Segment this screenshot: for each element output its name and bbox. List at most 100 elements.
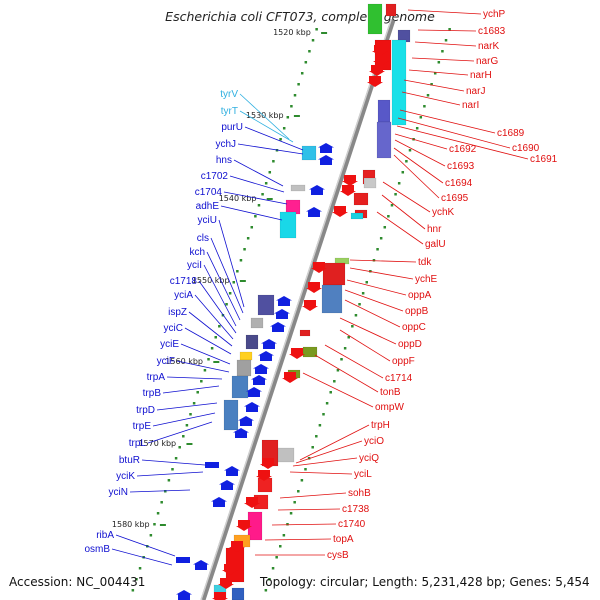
ruler-tick xyxy=(365,281,368,284)
ruler-tick xyxy=(401,171,405,174)
ruler-tick xyxy=(225,303,228,306)
reverse-gene-label: oppB xyxy=(405,306,429,317)
forward-gene-leader xyxy=(237,143,304,155)
ruler-tick xyxy=(272,160,275,163)
forward-gene-leader xyxy=(194,294,234,340)
forward-gene-arrow xyxy=(253,364,269,374)
genome-backbone-highlight xyxy=(200,19,392,600)
ruler-tick xyxy=(444,39,448,42)
forward-gene-label: yciU xyxy=(198,215,217,226)
ruler-tick xyxy=(286,523,289,526)
reverse-gene-label: ychK xyxy=(432,207,455,218)
reverse-gene-label: cysB xyxy=(327,550,349,561)
ruler-tick xyxy=(192,402,196,405)
forward-gene-label: ispZ xyxy=(168,307,187,318)
forward-gene-arrow xyxy=(318,143,334,153)
reverse-gene-block xyxy=(277,447,295,463)
forward-gene-label: ychJ xyxy=(215,139,236,150)
forward-gene-arrow xyxy=(224,466,240,476)
ruler-tick xyxy=(243,248,246,251)
ruler-tick xyxy=(279,545,282,548)
forward-gene-arrow xyxy=(318,155,334,165)
forward-gene-label: btuR xyxy=(119,455,140,466)
reverse-gene-leader xyxy=(407,9,482,15)
forward-gene-leader xyxy=(239,93,290,140)
ruler-tick xyxy=(214,336,217,339)
forward-gene-block xyxy=(245,334,259,350)
ruler-label: 1520 kbp xyxy=(273,28,311,37)
reverse-gene-label: sohB xyxy=(348,488,371,499)
reverse-gene-label: narJ xyxy=(466,86,485,97)
forward-gene-label: trpE xyxy=(133,421,152,432)
forward-gene-arrow xyxy=(309,185,325,195)
reverse-gene-label: narI xyxy=(462,100,479,111)
ruler-tick xyxy=(236,270,239,273)
reverse-gene-leader xyxy=(302,372,374,408)
reverse-gene-label: trpH xyxy=(371,420,390,431)
ruler-label: 1560 kbp xyxy=(165,357,203,366)
ruler-tick xyxy=(271,567,275,570)
forward-gene-label: tyrT xyxy=(221,106,238,117)
forward-gene-leader xyxy=(198,280,237,334)
ruler-tick xyxy=(433,72,437,75)
reverse-gene-block xyxy=(299,329,311,337)
reverse-gene-block xyxy=(391,39,407,126)
reverse-gene-label: galU xyxy=(425,239,446,250)
forward-gene-block xyxy=(176,557,190,563)
ruler-tick xyxy=(390,204,394,207)
ruler-tick xyxy=(286,116,290,119)
reverse-gene-arrow xyxy=(367,76,383,87)
ruler-tick xyxy=(387,215,390,218)
reverse-gene-leader xyxy=(394,139,446,167)
forward-gene-leader xyxy=(210,237,244,314)
forward-gene-leader xyxy=(111,548,173,566)
forward-gene-label: c1704 xyxy=(195,187,223,198)
forward-gene-leader xyxy=(115,534,176,557)
reverse-gene-label: narH xyxy=(470,70,492,81)
reverse-gene-arrow xyxy=(222,564,238,575)
reverse-gene-arrow xyxy=(256,470,272,481)
forward-gene-arrow xyxy=(176,590,192,600)
ruler-tick xyxy=(153,523,156,526)
ruler-major-tick xyxy=(321,32,328,34)
ruler-tick xyxy=(297,83,300,86)
ruler-tick xyxy=(196,391,199,394)
reverse-gene-label: hnr xyxy=(427,224,442,235)
ruler-tick xyxy=(394,193,397,196)
reverse-gene-label: ompW xyxy=(375,402,404,413)
ruler-tick xyxy=(239,259,243,262)
forward-gene-block xyxy=(279,211,297,239)
ruler-tick xyxy=(290,105,293,108)
ruler-tick xyxy=(329,391,332,394)
accession-label: Accession: NC_004431 xyxy=(9,575,146,589)
ruler-tick xyxy=(315,28,318,31)
forward-gene-leader xyxy=(129,489,191,493)
forward-gene-arrow xyxy=(246,387,262,397)
ruler-tick xyxy=(383,226,387,229)
reverse-gene-label: c1692 xyxy=(449,144,477,155)
ruler-tick xyxy=(300,479,304,482)
reverse-gene-label: narG xyxy=(476,56,498,67)
reverse-gene-label: c1683 xyxy=(478,26,506,37)
ruler-tick xyxy=(415,127,419,130)
reverse-gene-block xyxy=(363,177,377,189)
ruler-tick xyxy=(171,468,174,471)
reverse-gene-arrow xyxy=(302,300,318,311)
ruler-tick xyxy=(218,325,221,328)
forward-gene-leader xyxy=(223,191,288,205)
forward-gene-arrow xyxy=(306,207,322,217)
ruler-tick xyxy=(182,435,185,438)
forward-gene-arrow xyxy=(251,375,267,385)
reverse-gene-label: topA xyxy=(333,534,354,545)
ruler-tick xyxy=(135,578,138,581)
forward-gene-label: cls xyxy=(197,233,209,244)
forward-gene-leader xyxy=(156,402,218,411)
forward-gene-block xyxy=(301,145,317,161)
ruler-tick xyxy=(423,105,426,108)
reverse-gene-arrow xyxy=(372,45,388,56)
ruler-label: 1570 kbp xyxy=(138,439,176,448)
reverse-gene-label: c1714 xyxy=(385,373,413,384)
ruler-major-tick xyxy=(213,361,220,363)
ruler-tick xyxy=(379,237,383,240)
